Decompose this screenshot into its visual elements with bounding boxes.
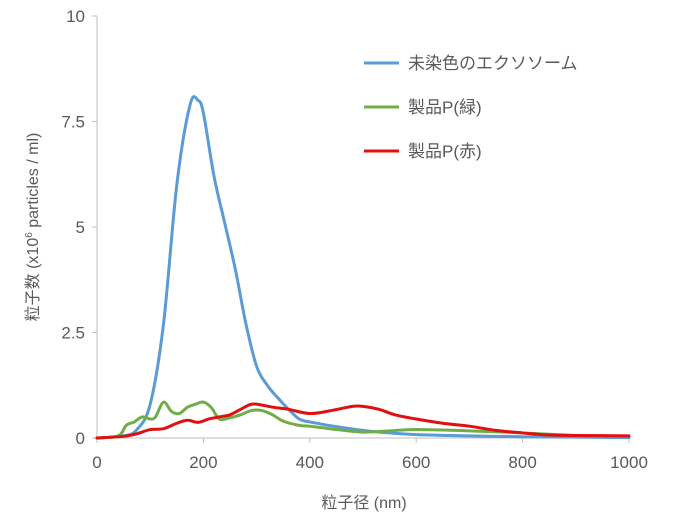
y-tick-label: 10 (66, 7, 85, 26)
y-tick-label: 0 (76, 429, 85, 448)
legend-label: 未染色のエクソソーム (408, 54, 578, 73)
y-tick-label: 2.5 (61, 324, 85, 343)
y-axis-label-superscript: 6 (24, 232, 35, 238)
legend-label: 製品P(緑) (408, 98, 482, 117)
x-tick-label: 400 (296, 453, 324, 472)
x-tick-label: 200 (189, 453, 217, 472)
y-axis-label-prefix: 粒子数 (x10 (24, 238, 42, 322)
axes: 0 2.5 5 7.5 10 0 200 400 600 800 1000 (61, 7, 648, 472)
y-tick-label: 7.5 (61, 113, 85, 132)
y-axis-label: 粒子数 (x106 particles / ml) (24, 133, 42, 322)
series-line-2 (95, 400, 631, 440)
x-tick-label: 800 (508, 453, 536, 472)
x-tick-label: 600 (402, 453, 430, 472)
y-axis-label-suffix: particles / ml) (25, 133, 42, 233)
series-layer (95, 95, 631, 440)
y-tick-label: 5 (76, 218, 85, 237)
series-line-3 (95, 402, 631, 440)
x-axis-label: 粒子径 (nm) (321, 494, 406, 512)
series-line-1 (95, 95, 631, 440)
x-tick-label: 1000 (610, 453, 648, 472)
x-tick-label: 0 (92, 453, 101, 472)
legend-label: 製品P(赤) (408, 142, 482, 161)
